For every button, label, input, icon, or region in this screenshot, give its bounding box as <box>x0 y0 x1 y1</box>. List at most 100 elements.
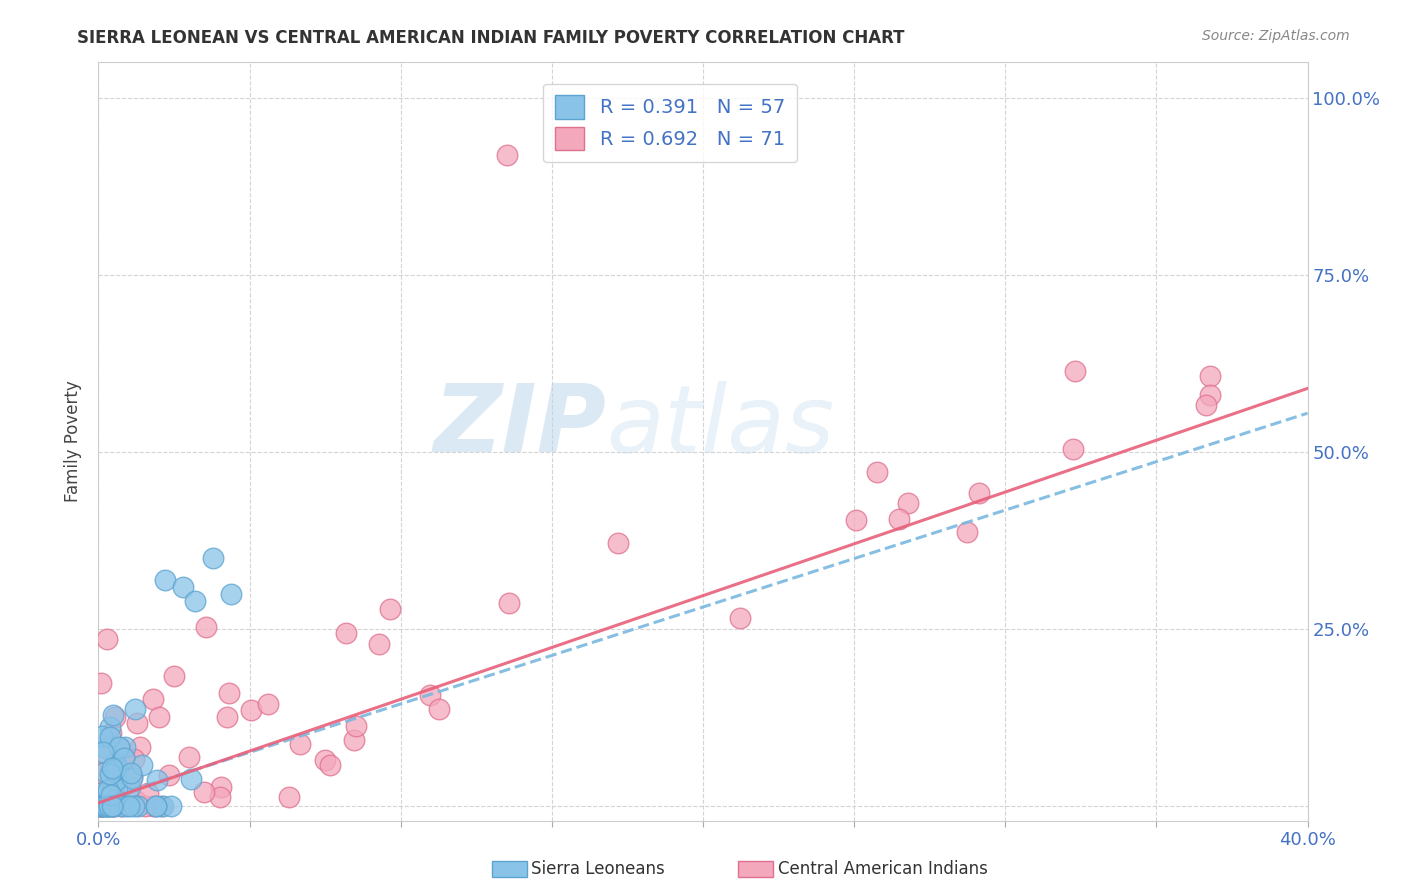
Point <box>124 702 146 716</box>
Point <box>150 799 173 814</box>
Point <box>969 486 991 500</box>
Point <box>100 761 122 775</box>
Point <box>90 799 112 814</box>
Point <box>98 730 121 744</box>
Point <box>97 799 120 814</box>
Point <box>98 775 121 789</box>
Point <box>209 790 232 805</box>
Point <box>728 611 751 625</box>
Point <box>221 587 243 601</box>
Point <box>344 719 367 733</box>
Point <box>94 764 117 779</box>
Point <box>90 675 112 690</box>
Point <box>103 799 125 814</box>
Point <box>110 799 132 814</box>
Point <box>131 758 153 772</box>
Point <box>218 685 240 699</box>
Point <box>1198 387 1220 401</box>
Point <box>1062 442 1084 456</box>
Point <box>97 799 120 814</box>
Point <box>104 755 127 769</box>
Point <box>103 794 125 808</box>
Point <box>118 799 141 814</box>
Point <box>193 785 215 799</box>
Point <box>104 799 127 814</box>
Point <box>343 733 366 747</box>
Text: Sierra Leoneans: Sierra Leoneans <box>531 860 665 878</box>
Point <box>124 751 146 765</box>
Point <box>128 740 150 755</box>
Point <box>96 799 118 814</box>
Point <box>103 783 125 797</box>
Point <box>136 786 159 800</box>
Point <box>124 794 146 808</box>
Point <box>118 780 141 794</box>
Point <box>290 737 312 751</box>
Point <box>111 799 134 814</box>
Point <box>90 765 112 780</box>
Point <box>427 702 450 716</box>
Point <box>239 703 262 717</box>
Point <box>100 788 122 802</box>
Point <box>90 799 112 814</box>
Point <box>956 524 979 539</box>
Point <box>127 715 149 730</box>
Point <box>172 580 194 594</box>
Point <box>319 757 342 772</box>
Point <box>89 799 111 814</box>
Point <box>98 799 121 814</box>
Point <box>103 764 125 778</box>
Point <box>142 692 165 706</box>
Point <box>108 739 131 754</box>
Point <box>495 147 517 161</box>
Point <box>145 799 167 814</box>
Point <box>127 799 149 814</box>
Point <box>114 740 136 755</box>
Point <box>96 632 118 646</box>
Point <box>90 799 112 814</box>
Point <box>101 783 124 797</box>
Text: Central American Indians: Central American Indians <box>778 860 987 878</box>
Point <box>104 762 127 776</box>
Point <box>110 741 132 756</box>
Point <box>104 793 127 807</box>
Point <box>368 637 391 651</box>
Point <box>378 602 401 616</box>
Text: Source: ZipAtlas.com: Source: ZipAtlas.com <box>1202 29 1350 43</box>
Point <box>152 799 174 814</box>
Point <box>103 710 125 724</box>
Point <box>96 799 118 814</box>
Point <box>209 780 232 795</box>
Point <box>91 745 114 759</box>
Point <box>121 771 143 785</box>
Point <box>866 465 889 479</box>
Point <box>897 496 920 510</box>
Point <box>314 753 336 767</box>
Point <box>121 769 143 783</box>
Point <box>90 799 112 814</box>
Point <box>153 573 176 587</box>
Point <box>195 620 218 634</box>
Point <box>180 772 202 786</box>
Point <box>101 708 124 723</box>
Point <box>89 799 111 814</box>
Point <box>112 750 135 764</box>
Point <box>107 761 129 775</box>
Point <box>148 709 170 723</box>
Point <box>606 536 628 550</box>
Point <box>177 750 200 764</box>
Point <box>1195 398 1218 412</box>
Point <box>157 768 180 782</box>
Legend: R = 0.391   N = 57, R = 0.692   N = 71: R = 0.391 N = 57, R = 0.692 N = 71 <box>544 84 797 162</box>
Point <box>120 766 142 780</box>
Point <box>145 773 167 788</box>
Point <box>122 799 145 814</box>
Point <box>142 799 165 814</box>
Point <box>419 688 441 702</box>
Point <box>1199 369 1222 384</box>
Point <box>184 594 207 608</box>
Point <box>115 799 138 814</box>
Point <box>93 799 115 814</box>
Point <box>498 596 520 610</box>
Point <box>845 513 868 527</box>
